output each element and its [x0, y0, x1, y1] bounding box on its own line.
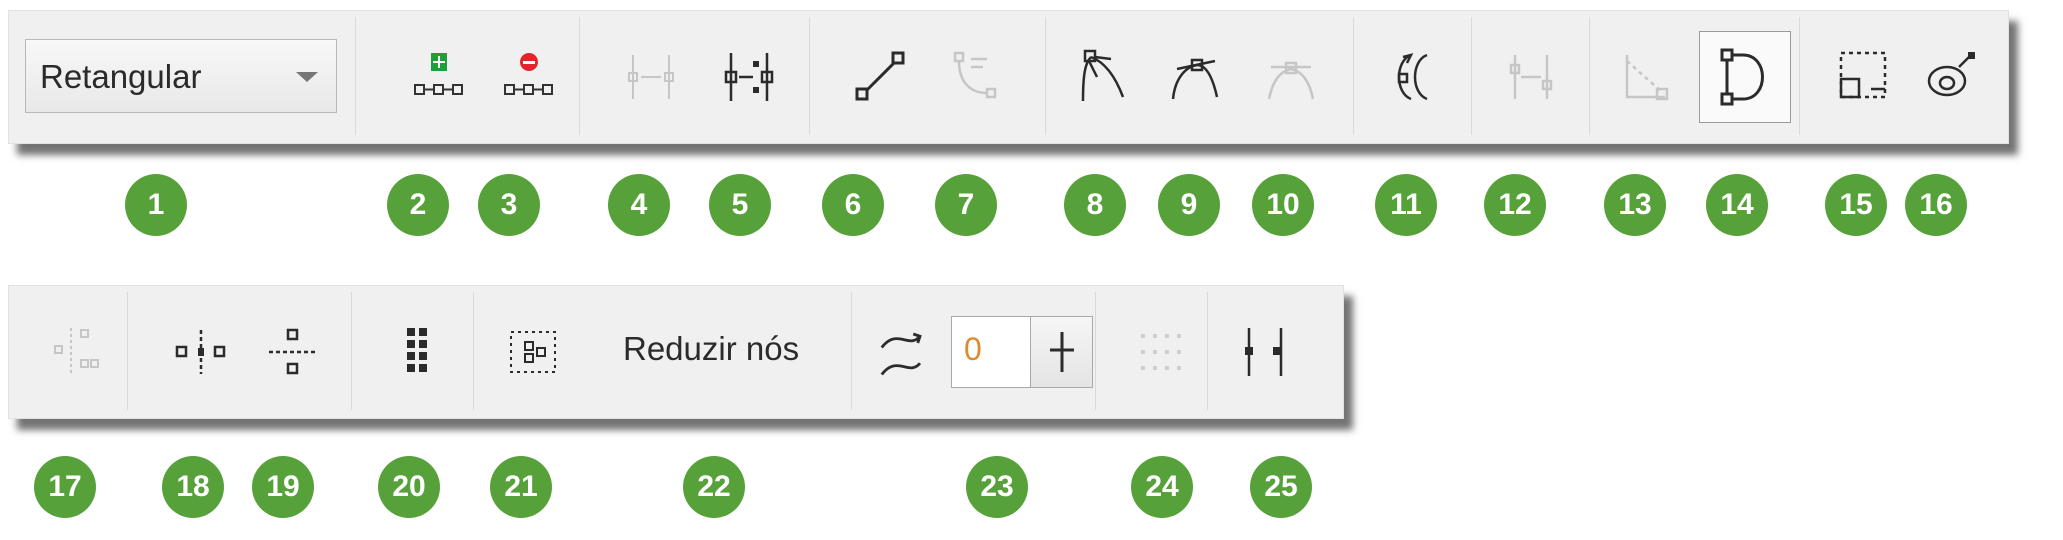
- reflect-vertical-icon: [269, 328, 317, 375]
- extend-curve-icon: [1509, 55, 1553, 99]
- add-node-button[interactable]: [393, 31, 485, 123]
- separator: [1045, 17, 1046, 135]
- stretch-scale-icon: [1839, 51, 1887, 99]
- separator: [473, 292, 474, 410]
- close-curve-button[interactable]: [1699, 31, 1791, 123]
- node-toolbar-top: Retangular: [8, 10, 2009, 144]
- break-apart-icon: [1245, 328, 1283, 376]
- callout-badge: 2: [387, 174, 449, 236]
- select-all-nodes-button[interactable]: [487, 306, 579, 398]
- callout-badge: 21: [490, 456, 552, 518]
- reflect-vertical-button[interactable]: [247, 306, 339, 398]
- join-nodes-icon: [628, 55, 674, 99]
- separator: [355, 17, 356, 135]
- callout-badge: 16: [1905, 174, 1967, 236]
- break-curve-button[interactable]: [703, 31, 795, 123]
- callout-badge: 4: [608, 174, 670, 236]
- extract-subpath-button[interactable]: [1599, 31, 1691, 123]
- callout-badge: 14: [1706, 174, 1768, 236]
- separator: [851, 292, 852, 410]
- close-curve-icon: [1720, 48, 1764, 106]
- chevron-down-icon[interactable]: [296, 72, 318, 82]
- callout-badge: 24: [1131, 456, 1193, 518]
- separator: [1471, 17, 1472, 135]
- elastic-mode-button[interactable]: [371, 306, 463, 398]
- callout-badge: 17: [34, 456, 96, 518]
- smooth-node-icon: [1171, 58, 1219, 100]
- to-curve-icon: [953, 51, 997, 99]
- callout-badge: 25: [1250, 456, 1312, 518]
- selection-mode-value: Retangular: [40, 58, 202, 95]
- reverse-direction-button[interactable]: [1367, 31, 1459, 123]
- align-nodes-icon: [54, 328, 99, 376]
- reverse-direction-icon: [1397, 53, 1428, 101]
- callout-badge: 5: [709, 174, 771, 236]
- to-curve-button[interactable]: [929, 31, 1021, 123]
- callout-badge: 11: [1375, 174, 1437, 236]
- reduce-nodes-button[interactable]: Reduzir nós: [623, 330, 800, 367]
- extend-curve-button[interactable]: [1485, 31, 1577, 123]
- to-line-button[interactable]: [835, 31, 927, 123]
- callout-badge: 22: [683, 456, 745, 518]
- symmetrical-node-icon: [1267, 61, 1315, 100]
- extract-subpath-icon: [1625, 55, 1669, 101]
- break-curve-icon: [724, 53, 774, 101]
- separator: [579, 17, 580, 135]
- separator: [1353, 17, 1354, 135]
- separator: [127, 292, 128, 410]
- elastic-mode-icon: [407, 328, 427, 372]
- separator: [1207, 292, 1208, 410]
- to-line-icon: [855, 51, 905, 101]
- callout-badge: 6: [822, 174, 884, 236]
- delete-node-icon: [504, 53, 553, 95]
- callout-badge: 20: [378, 456, 440, 518]
- callout-badge: 8: [1064, 174, 1126, 236]
- curve-smoothness-input[interactable]: 0: [951, 316, 1031, 388]
- cusp-node-icon: [1081, 49, 1125, 102]
- rotate-skew-nodes-button[interactable]: [1905, 31, 1997, 123]
- separator: [1589, 17, 1590, 135]
- smoothness-slider-button[interactable]: [1031, 316, 1093, 388]
- callout-badge: 7: [935, 174, 997, 236]
- select-all-nodes-icon: [510, 331, 556, 373]
- reflect-horizontal-button[interactable]: [155, 306, 247, 398]
- callout-badge: 3: [478, 174, 540, 236]
- separator: [351, 292, 352, 410]
- stretch-scale-nodes-button[interactable]: [1817, 31, 1909, 123]
- select-nodes-button[interactable]: [1115, 306, 1207, 398]
- callout-badge: 13: [1604, 174, 1666, 236]
- callout-badge: 15: [1825, 174, 1887, 236]
- separator: [1095, 292, 1096, 410]
- reflect-horizontal-icon: [175, 330, 226, 374]
- separator: [1799, 17, 1800, 135]
- callout-badge: 10: [1252, 174, 1314, 236]
- break-apart-button[interactable]: [1219, 306, 1311, 398]
- callout-badge: 1: [125, 174, 187, 236]
- align-nodes-button[interactable]: [31, 306, 123, 398]
- symmetrical-node-button[interactable]: [1245, 31, 1337, 123]
- slider-icon: [1049, 332, 1074, 372]
- callout-badge: 19: [252, 456, 314, 518]
- node-toolbar-bottom: Reduzir nós 0: [8, 285, 1344, 419]
- curve-smoothness-icon: [880, 332, 922, 376]
- separator: [809, 17, 810, 135]
- add-node-icon: [414, 53, 463, 95]
- delete-node-button[interactable]: [483, 31, 575, 123]
- selection-mode-dropdown[interactable]: Retangular: [25, 39, 337, 113]
- smooth-node-button[interactable]: [1149, 31, 1241, 123]
- cusp-node-button[interactable]: [1057, 31, 1149, 123]
- join-nodes-button[interactable]: [605, 31, 697, 123]
- rotate-skew-icon: [1927, 52, 1975, 97]
- select-nodes-icon: [1141, 334, 1181, 370]
- callout-badge: 18: [162, 456, 224, 518]
- callout-badge: 23: [966, 456, 1028, 518]
- callout-badge: 12: [1484, 174, 1546, 236]
- callout-badge: 9: [1158, 174, 1220, 236]
